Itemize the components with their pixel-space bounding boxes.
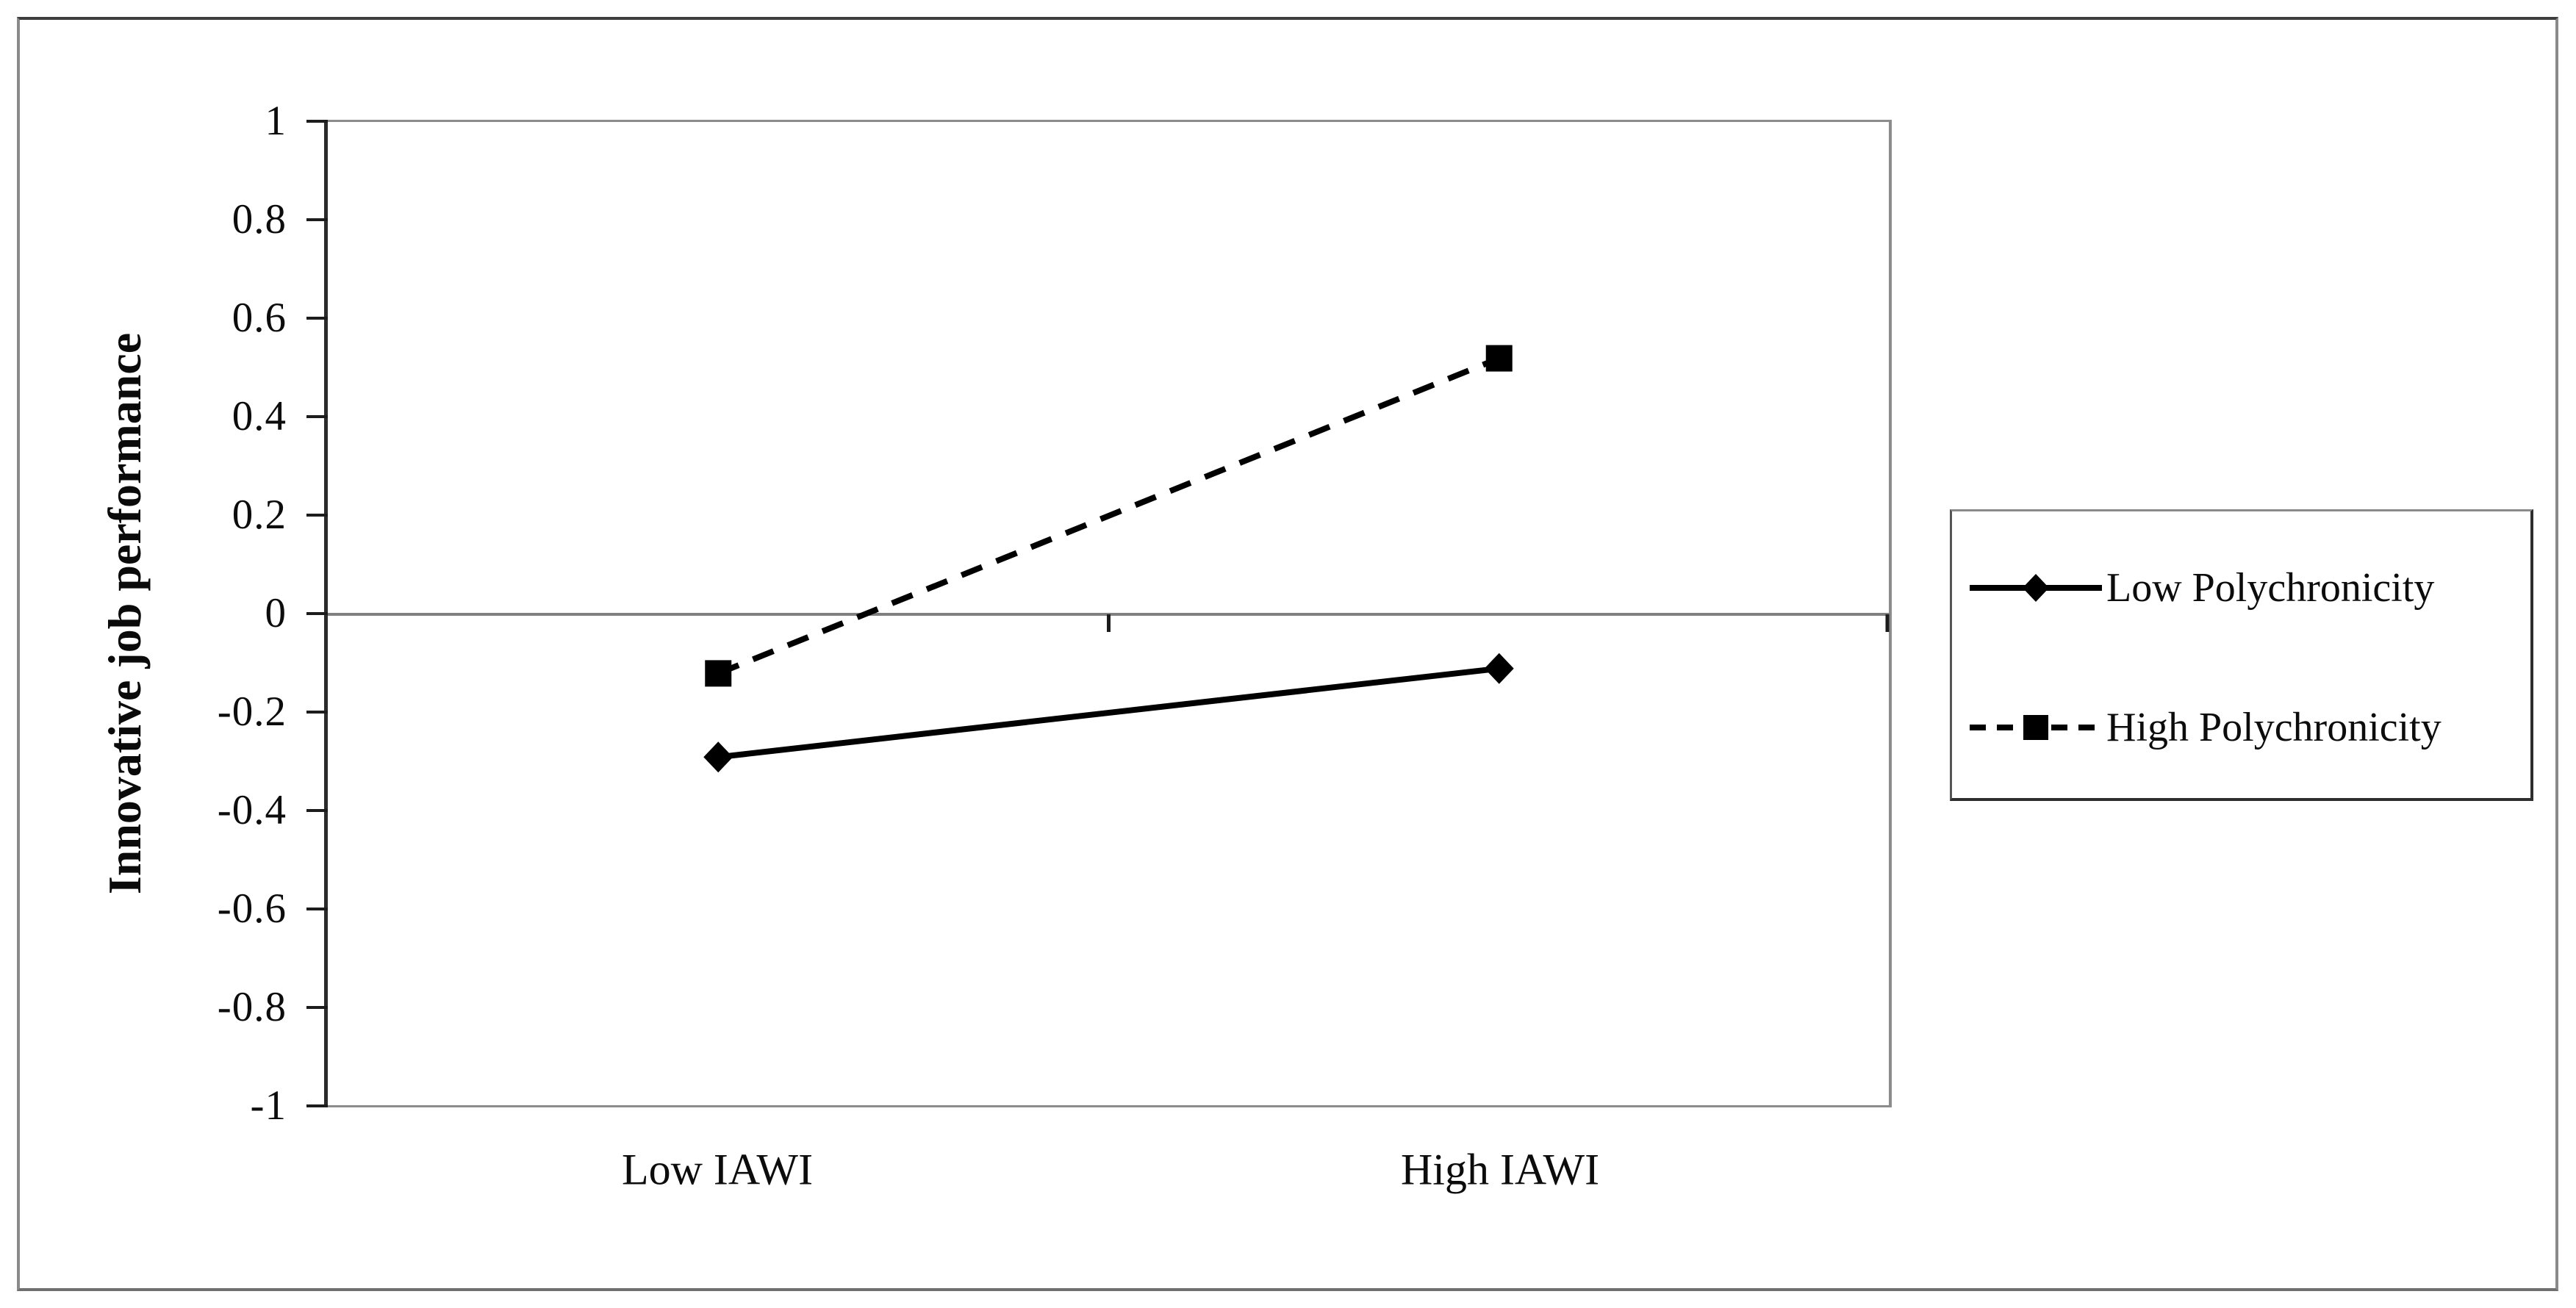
y-tick-label--0_2: -0.2 — [217, 689, 287, 735]
y-tick-mark--0_8 — [306, 1006, 328, 1009]
y-tick-mark--0_6 — [306, 908, 328, 910]
plot-svg — [328, 345, 1890, 773]
series-line-low-polychronicity — [717, 665, 1500, 761]
y-tick-label--0_4: -0.4 — [217, 787, 287, 833]
y-tick-label--0_6: -0.6 — [217, 885, 287, 932]
y-tick-mark-0_6 — [306, 317, 328, 320]
y-tick-mark-1 — [306, 120, 328, 123]
legend: Low Polychronicity High Polychronicity — [1950, 509, 2533, 801]
y-tick-mark--1 — [306, 1104, 328, 1107]
y-tick-mark--0_4 — [306, 809, 328, 812]
figure-border — [17, 17, 2558, 1291]
marker-square-high-polychronicity — [705, 660, 732, 687]
y-tick-mark-0_2 — [306, 514, 328, 517]
y-tick-label-0: 0 — [265, 590, 287, 636]
plot-area — [324, 120, 1892, 1107]
legend-key-solid-diamond-icon — [1970, 574, 2102, 602]
legend-entry-label: Low Polychronicity — [2106, 565, 2435, 611]
marker-diamond-low-polychronicity — [703, 741, 733, 773]
marker-diamond-low-polychronicity — [1484, 653, 1514, 684]
y-tick-mark--0_2 — [306, 711, 328, 714]
y-tick-mark-0_4 — [306, 415, 328, 418]
y-tick-label-0_8: 0.8 — [232, 196, 287, 242]
series-line-high-polychronicity — [717, 355, 1501, 677]
legend-entry-label: High Polychronicity — [2106, 705, 2442, 750]
y-tick-mark-0_8 — [306, 218, 328, 221]
x-axis-label-low-iawi: Low IAWI — [621, 1145, 814, 1194]
legend-entry-high-polychronicity: High Polychronicity — [1970, 698, 2442, 757]
x-axis-label-high-iawi: High IAWI — [1400, 1145, 1600, 1194]
y-tick-label--0_8: -0.8 — [217, 984, 287, 1030]
y-tick-mark-0 — [306, 612, 328, 615]
legend-entry-low-polychronicity: Low Polychronicity — [1970, 558, 2434, 617]
legend-key-dashed-square-icon — [1970, 715, 2102, 740]
y-tick-label-0_6: 0.6 — [232, 295, 287, 341]
y-tick-label-0_2: 0.2 — [232, 492, 287, 538]
marker-square-high-polychronicity — [1485, 345, 1513, 372]
y-tick-label-0_4: 0.4 — [232, 393, 287, 439]
y-tick-label--1: -1 — [250, 1082, 287, 1129]
y-tick-label-1: 1 — [265, 98, 287, 144]
